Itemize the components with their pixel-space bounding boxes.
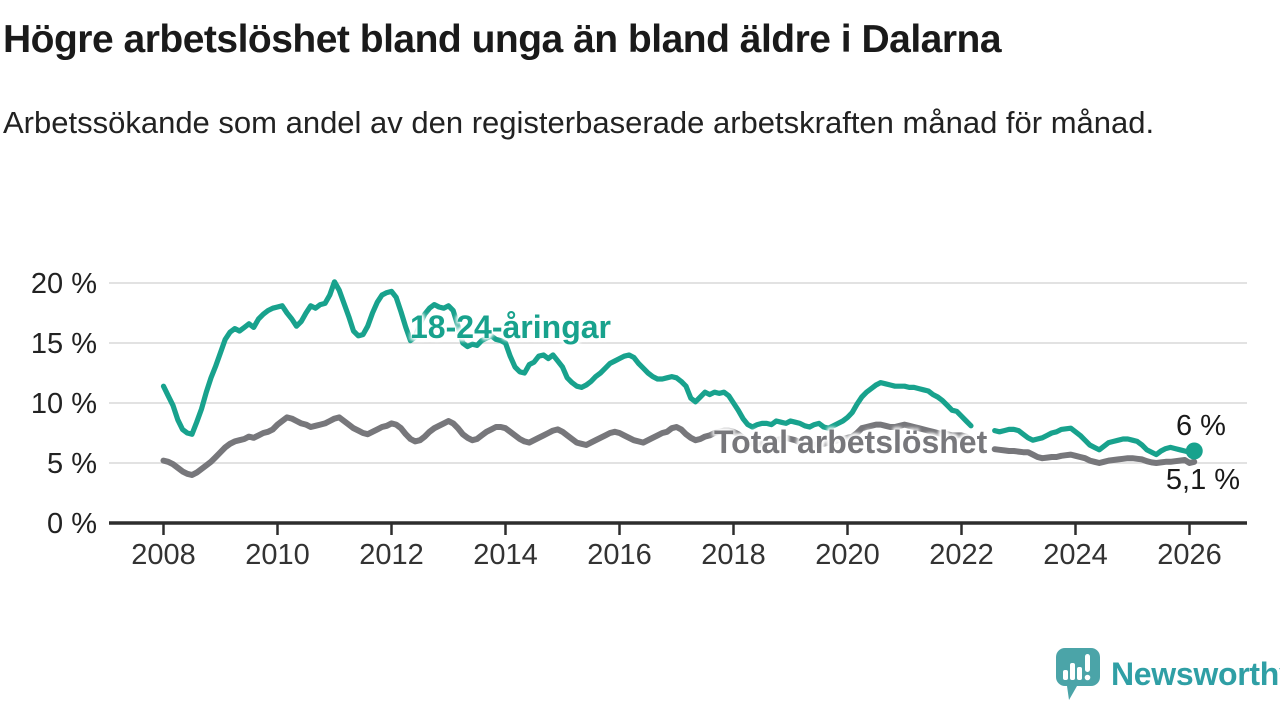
logo-bar-chart-glyph: [1063, 654, 1091, 681]
series-line-youth: [160, 279, 1197, 458]
newsworthy-logo-text: Newsworthy: [1111, 655, 1280, 692]
x-tick-label: 2026: [1157, 539, 1222, 571]
x-tick-label: 2012: [359, 539, 424, 571]
series-end-dot-youth: [1185, 442, 1203, 460]
end-value-label-youth: 6 %: [1176, 410, 1226, 442]
series-line-total: [160, 414, 1198, 478]
newsworthy-logo: Newsworthy: [1054, 646, 1280, 702]
x-tick-label: 2020: [815, 539, 880, 571]
x-tick-label: 2016: [587, 539, 652, 571]
y-tick-label: 5 %: [47, 448, 97, 480]
y-tick-label: 10 %: [31, 388, 97, 420]
y-tick-label: 20 %: [31, 268, 97, 300]
series-label-total: Total arbetslöshet: [714, 424, 988, 460]
y-tick-label: 15 %: [31, 328, 97, 360]
newsworthy-logo-icon: [1056, 648, 1100, 700]
x-tick-label: 2018: [701, 539, 766, 571]
page-subtitle: Arbetssökande som andel av den registerb…: [3, 105, 1155, 140]
x-tick-label: 2008: [131, 539, 196, 571]
x-tick-label: 2022: [929, 539, 994, 571]
x-tick-label: 2014: [473, 539, 538, 571]
y-tick-label: 0 %: [47, 508, 97, 540]
x-tick-label: 2010: [245, 539, 310, 571]
end-value-label-total: 5,1 %: [1165, 464, 1241, 496]
x-tick-label: 2024: [1043, 539, 1108, 571]
page-title: Högre arbetslöshet bland unga än bland ä…: [3, 18, 1002, 61]
series-label-youth: 18-24-åringar: [410, 309, 611, 345]
